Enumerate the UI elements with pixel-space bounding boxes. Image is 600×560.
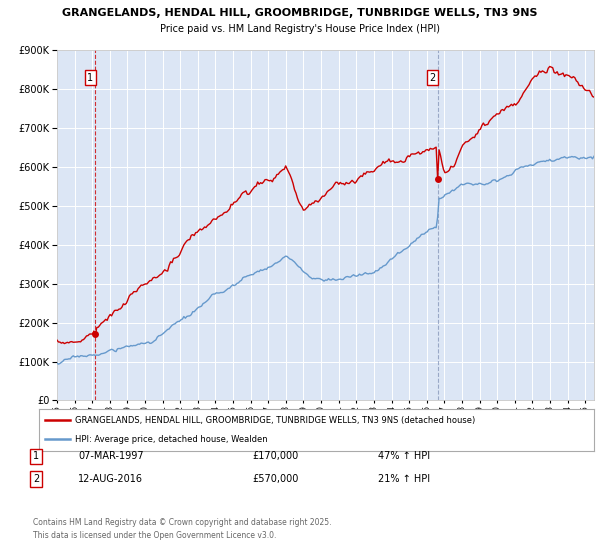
Text: GRANGELANDS, HENDAL HILL, GROOMBRIDGE, TUNBRIDGE WELLS, TN3 9NS: GRANGELANDS, HENDAL HILL, GROOMBRIDGE, T…: [62, 8, 538, 18]
Text: 12-AUG-2016: 12-AUG-2016: [78, 474, 143, 484]
Text: £170,000: £170,000: [252, 451, 298, 461]
Text: 1: 1: [33, 451, 39, 461]
Text: £570,000: £570,000: [252, 474, 298, 484]
Text: 47% ↑ HPI: 47% ↑ HPI: [378, 451, 430, 461]
Text: 2: 2: [33, 474, 39, 484]
Text: 07-MAR-1997: 07-MAR-1997: [78, 451, 143, 461]
Text: Contains HM Land Registry data © Crown copyright and database right 2025.
This d: Contains HM Land Registry data © Crown c…: [33, 518, 331, 539]
Text: HPI: Average price, detached house, Wealden: HPI: Average price, detached house, Weal…: [75, 435, 268, 444]
Text: 2: 2: [429, 73, 436, 83]
Text: GRANGELANDS, HENDAL HILL, GROOMBRIDGE, TUNBRIDGE WELLS, TN3 9NS (detached house): GRANGELANDS, HENDAL HILL, GROOMBRIDGE, T…: [75, 416, 475, 424]
Text: 1: 1: [87, 73, 93, 83]
Text: Price paid vs. HM Land Registry's House Price Index (HPI): Price paid vs. HM Land Registry's House …: [160, 24, 440, 34]
Text: 21% ↑ HPI: 21% ↑ HPI: [378, 474, 430, 484]
